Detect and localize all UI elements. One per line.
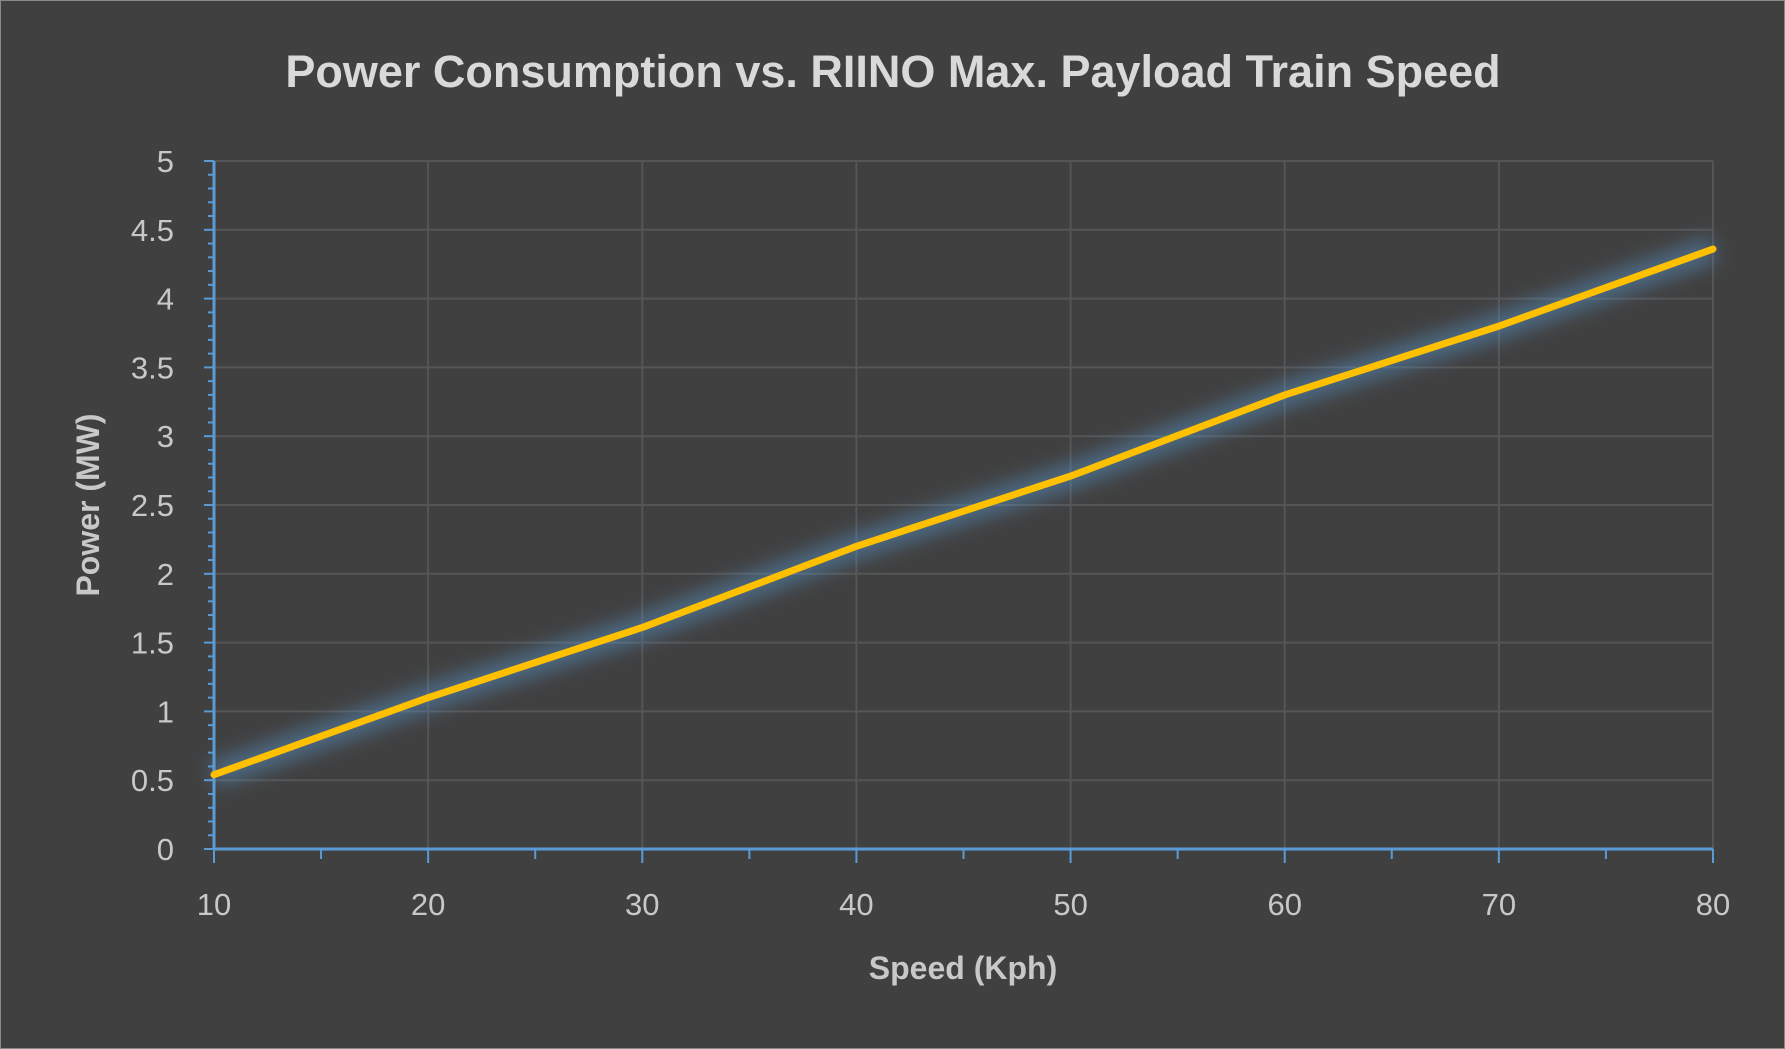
y-tick-label: 5 bbox=[157, 144, 174, 179]
x-tick-label: 80 bbox=[1696, 887, 1730, 922]
y-tick-label: 0 bbox=[157, 832, 174, 867]
x-tick-label: 70 bbox=[1482, 887, 1516, 922]
x-tick-labels: 10 20 30 40 50 60 70 80 bbox=[197, 887, 1730, 922]
series-power bbox=[209, 236, 1718, 787]
y-tick-label: 1 bbox=[157, 694, 174, 729]
y-tick-label: 4.5 bbox=[131, 213, 174, 248]
y-tick-label: 2 bbox=[157, 557, 174, 592]
x-tick-label: 20 bbox=[411, 887, 445, 922]
x-axis-title: Speed (Kph) bbox=[869, 950, 1057, 986]
series-line bbox=[210, 245, 1717, 779]
axes bbox=[204, 160, 1714, 863]
y-tick-label: 0.5 bbox=[131, 763, 174, 798]
y-tick-label: 3.5 bbox=[131, 350, 174, 385]
x-tick-label: 50 bbox=[1053, 887, 1087, 922]
x-tick-label: 60 bbox=[1267, 887, 1301, 922]
y-tick-label: 2.5 bbox=[131, 488, 174, 523]
chart-title: Power Consumption vs. RIINO Max. Payload… bbox=[285, 46, 1500, 97]
y-tick-label: 4 bbox=[157, 282, 174, 317]
x-tick-label: 10 bbox=[197, 887, 231, 922]
y-axis-title: Power (MW) bbox=[70, 413, 106, 596]
x-tick-label: 30 bbox=[625, 887, 659, 922]
y-tick-label: 1.5 bbox=[131, 626, 174, 661]
y-tick-label: 3 bbox=[157, 419, 174, 454]
y-tick-labels: 0 0.5 1 1.5 2 2.5 3 3.5 4 4.5 5 bbox=[131, 144, 174, 867]
x-tick-label: 40 bbox=[839, 887, 873, 922]
